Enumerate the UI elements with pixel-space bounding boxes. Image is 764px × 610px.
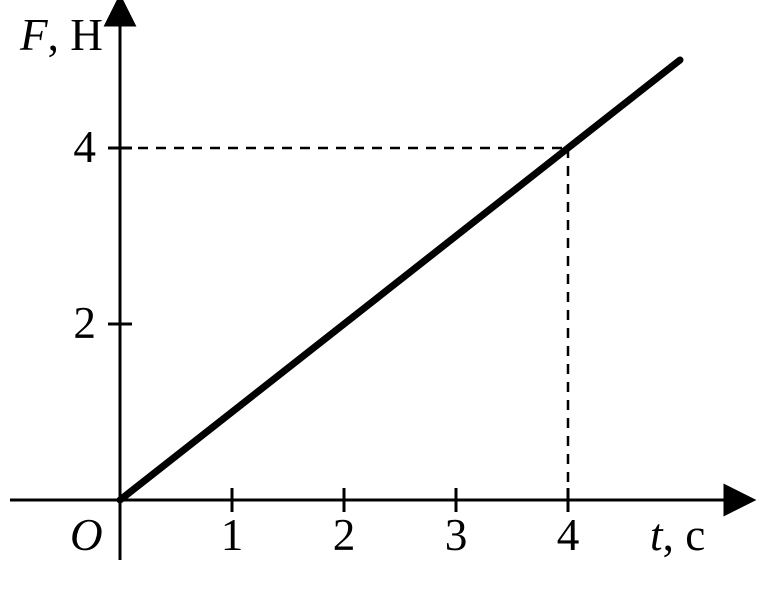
y-axis-label: F, Н: [19, 10, 103, 60]
x-tick-label: 3: [445, 510, 468, 560]
y-tick-label: 4: [73, 122, 96, 172]
x-tick-label: 2: [333, 510, 356, 560]
origin-label: O: [70, 510, 103, 560]
x-axis-label: t, с: [650, 510, 705, 560]
y-tick-label: 2: [73, 298, 96, 348]
x-tick-label: 4: [557, 510, 580, 560]
x-tick-label: 1: [221, 510, 244, 560]
force-time-chart: 1 2 3 4 2 4 F, Н t, с O: [0, 0, 764, 610]
data-series-line: [120, 60, 680, 500]
